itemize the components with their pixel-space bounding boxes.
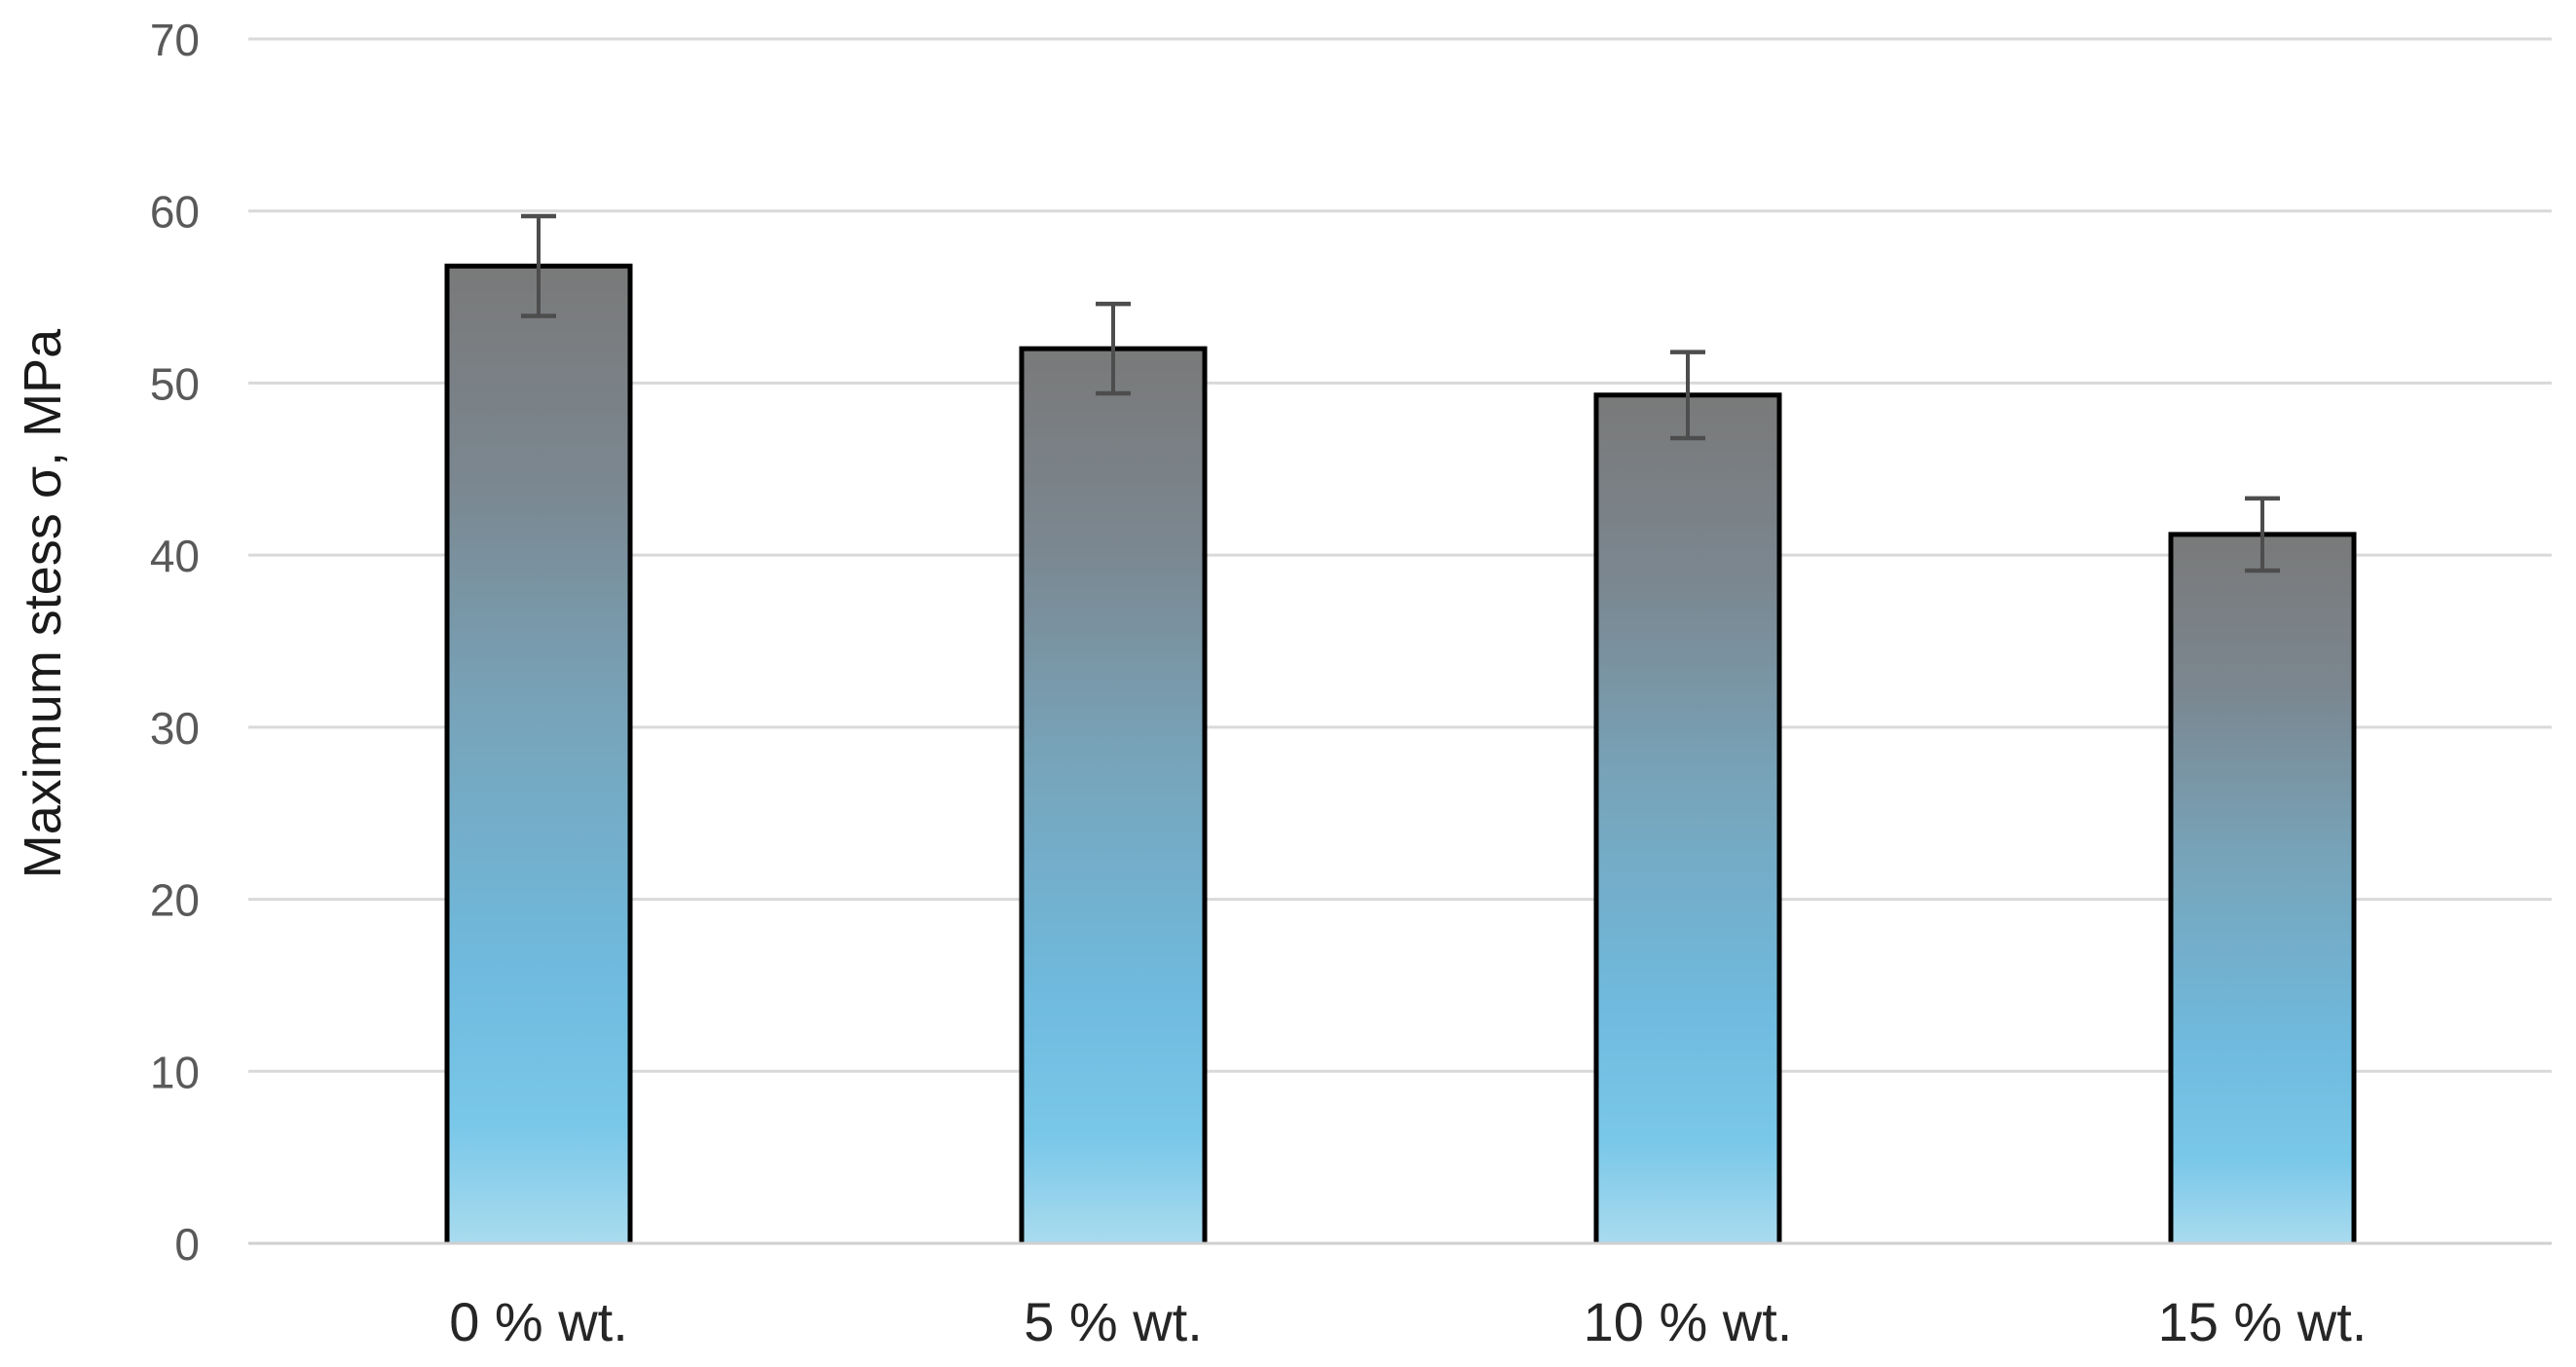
y-tick-label: 40 bbox=[150, 531, 200, 581]
y-axis-title: Maximum stess σ, MPa bbox=[14, 328, 72, 878]
y-tick-label: 20 bbox=[150, 875, 200, 926]
bars bbox=[444, 263, 2357, 1244]
bar bbox=[447, 266, 630, 1244]
x-axis-category-labels: 0 % wt. 5 % wt. 10 % wt. 15 % wt. bbox=[449, 1291, 2367, 1352]
error-bars bbox=[521, 213, 2280, 573]
y-tick-label: 30 bbox=[150, 703, 200, 754]
y-tick-label: 10 bbox=[150, 1047, 200, 1097]
category-label: 15 % wt. bbox=[2158, 1291, 2368, 1352]
y-axis-tick-labels: 0 10 20 30 40 50 60 70 bbox=[150, 15, 200, 1270]
bar bbox=[2171, 534, 2354, 1243]
category-label: 0 % wt. bbox=[449, 1291, 628, 1352]
y-tick-label: 0 bbox=[174, 1219, 200, 1270]
bar bbox=[1596, 394, 1779, 1243]
category-label: 10 % wt. bbox=[1584, 1291, 1793, 1352]
category-label: 5 % wt. bbox=[1024, 1291, 1203, 1352]
bar bbox=[1022, 349, 1205, 1244]
y-tick-label: 70 bbox=[150, 15, 200, 65]
y-tick-label: 60 bbox=[150, 187, 200, 238]
y-tick-label: 50 bbox=[150, 358, 200, 409]
